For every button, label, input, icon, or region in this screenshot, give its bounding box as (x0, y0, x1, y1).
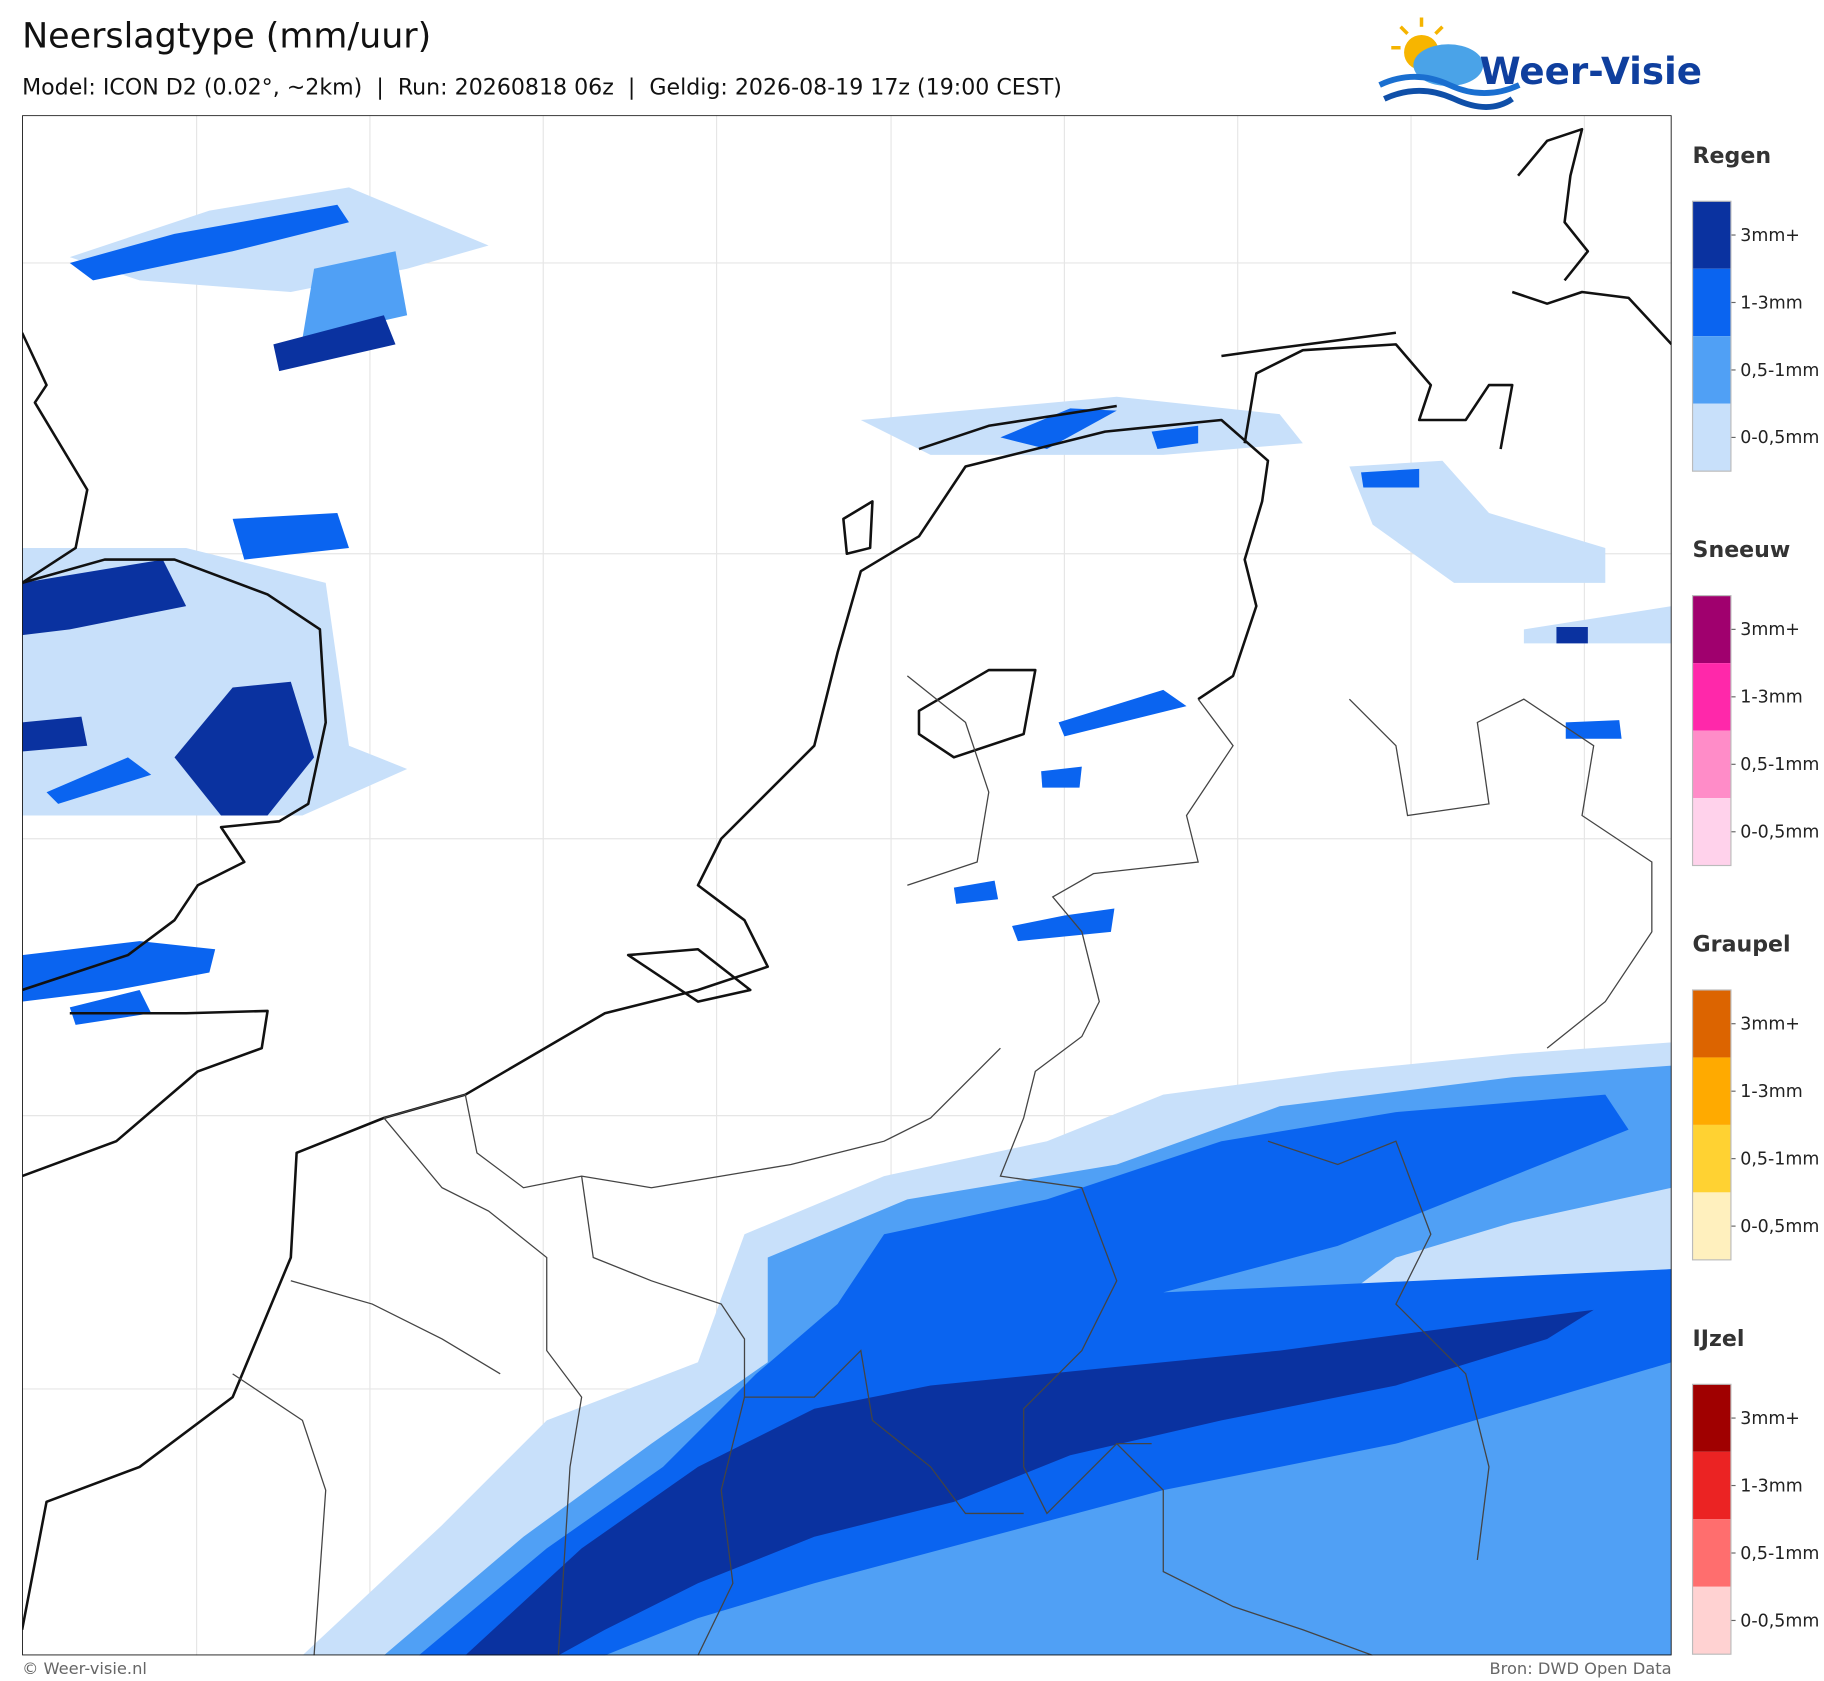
legend-swatch (1692, 403, 1731, 472)
legend-swatch (1692, 730, 1731, 799)
logo-text: Weer-Visie (1480, 49, 1702, 93)
legend-label: 0-0,5mm (1740, 1611, 1819, 1631)
legend-frame (1691, 1383, 1732, 1655)
legend-swatch (1692, 1192, 1731, 1260)
legend-group-title: Graupel (1693, 932, 1791, 958)
subtitle: Model: ICON D2 (0.02°, ~2km) | Run: 2026… (22, 74, 1062, 100)
legend-label: 3mm+ (1740, 1015, 1800, 1035)
legend-label: 0,5-1mm (1740, 1544, 1819, 1564)
borders (232, 675, 1653, 1656)
coastlines (22, 127, 1672, 1631)
legend-swatch (1692, 1057, 1731, 1125)
legend-label: 0-0,5mm (1740, 1217, 1819, 1237)
legend-frame (1691, 989, 1732, 1261)
legend-swatch (1692, 336, 1731, 404)
legend-label: 1-3mm (1740, 1082, 1802, 1102)
legend: Regen 3mm+ 1-3mm 0,5-1mm 0-0,5mm Sneeuw 3mm+ 1-… (1691, 143, 1819, 1655)
footer-source: Bron: DWD Open Data (1489, 1659, 1671, 1678)
legend-label: 1-3mm (1740, 1476, 1802, 1496)
map (22, 115, 1672, 1656)
legend-label: 3mm+ (1740, 226, 1800, 246)
legend-swatch (1692, 268, 1731, 337)
legend-group-title: Regen (1693, 143, 1772, 169)
legend-group-title: Sneeuw (1693, 537, 1791, 563)
legend-swatch (1692, 1586, 1731, 1655)
legend-swatch (1692, 798, 1731, 866)
legend-label: 0-0,5mm (1740, 823, 1819, 843)
legend-label: 0,5-1mm (1740, 755, 1819, 775)
legend-frame (1691, 595, 1732, 867)
legend-group-title: IJzel (1693, 1326, 1745, 1352)
legend-swatch (1692, 1384, 1731, 1452)
legend-label: 0,5-1mm (1740, 361, 1819, 381)
logo: Weer-Visie (1378, 17, 1702, 110)
legend-label: 1-3mm (1740, 688, 1802, 708)
legend-swatch (1692, 1124, 1731, 1193)
legend-label: 1-3mm (1740, 293, 1802, 313)
legend-frame (1691, 200, 1732, 472)
title: Neerslagtype (mm/uur) (22, 17, 431, 57)
legend-swatch (1692, 201, 1731, 269)
legend-swatch (1692, 1519, 1731, 1587)
footer-credit: © Weer-visie.nl (22, 1659, 147, 1678)
legend-swatch (1692, 1451, 1731, 1520)
legend-label: 0,5-1mm (1740, 1149, 1819, 1169)
precipitation (22, 187, 1672, 1656)
legend-swatch (1692, 989, 1731, 1058)
legend-label: 0-0,5mm (1740, 428, 1819, 448)
legend-label: 3mm+ (1740, 620, 1800, 640)
legend-label: 3mm+ (1740, 1409, 1800, 1429)
legend-swatch (1692, 663, 1731, 731)
legend-swatch (1692, 595, 1731, 664)
